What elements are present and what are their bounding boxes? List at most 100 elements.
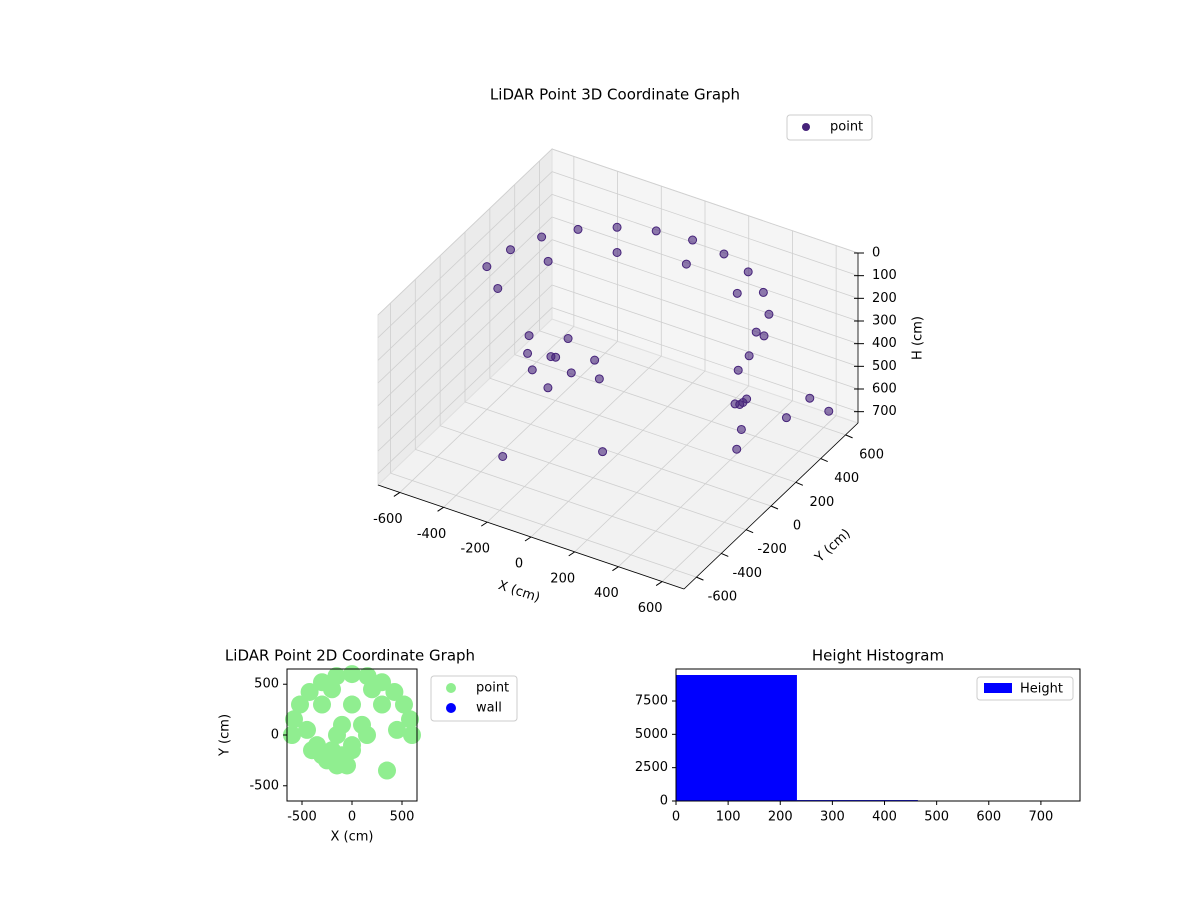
y-axis-label: Y (cm)	[812, 526, 854, 566]
grid-line	[539, 330, 846, 436]
x-tick-label: -500	[287, 810, 317, 825]
point	[598, 447, 608, 457]
y-tick	[820, 458, 828, 463]
grid-line	[551, 239, 859, 345]
x-tick-label: 300	[820, 810, 845, 825]
y-tick-label: 5000	[635, 727, 668, 742]
point	[358, 726, 376, 744]
y-tick-label: 7500	[635, 694, 668, 709]
point	[343, 665, 361, 684]
legend-box	[786, 114, 873, 141]
x-tick-label: 500	[390, 810, 415, 825]
grid-line	[377, 239, 553, 406]
point	[612, 222, 622, 232]
point	[744, 351, 754, 361]
z-tick-label: 600	[872, 382, 897, 397]
legend-box	[976, 676, 1074, 701]
grid-line	[377, 216, 553, 384]
x-tick	[481, 521, 488, 527]
y-tick-label: -200	[757, 542, 787, 557]
x-tick-label: 0	[348, 810, 356, 825]
grid-line	[377, 307, 553, 474]
y-axis-label: Y (cm)	[218, 714, 233, 757]
z-tick-label: 700	[872, 404, 897, 419]
z-tick-label: 300	[872, 314, 897, 329]
plot-frame	[675, 668, 1081, 802]
point	[385, 682, 404, 701]
point	[388, 720, 406, 739]
grid-line	[514, 354, 821, 459]
x-tick-label: 400	[594, 586, 619, 601]
point	[363, 680, 381, 699]
legend-label: wall	[476, 701, 502, 716]
x-tick	[655, 581, 663, 586]
point	[401, 710, 419, 729]
grid-line	[377, 194, 553, 361]
legend-label: Height	[1020, 682, 1063, 697]
point	[303, 741, 321, 760]
point	[373, 695, 391, 714]
y-tick-label: 600	[859, 447, 884, 462]
legend-marker	[984, 683, 1012, 693]
grid-line	[551, 261, 859, 367]
point	[343, 741, 361, 760]
grid-line	[377, 148, 553, 316]
point	[781, 413, 791, 423]
point	[732, 288, 742, 298]
grid-line	[464, 401, 772, 507]
y-tick-label: -500	[249, 778, 279, 793]
point	[758, 287, 768, 297]
grid-line	[390, 472, 697, 578]
y-tick	[845, 434, 853, 439]
legend-marker	[802, 123, 810, 131]
point	[543, 256, 553, 266]
y-tick-label: 200	[809, 495, 834, 510]
x-tick-label: 100	[716, 810, 741, 825]
point	[730, 399, 740, 409]
x-tick-label: -200	[461, 542, 491, 557]
point	[328, 726, 346, 744]
point	[505, 245, 515, 255]
point	[378, 761, 396, 780]
x-tick	[524, 536, 532, 542]
point	[759, 331, 769, 341]
z-axis-label: H (cm)	[911, 316, 926, 360]
grid-line	[440, 425, 747, 531]
point	[651, 226, 661, 236]
legend-label: point	[476, 681, 509, 696]
axis-line	[683, 422, 859, 590]
grid-line	[377, 262, 553, 429]
point	[743, 267, 753, 277]
x-axis-label: X (cm)	[331, 830, 374, 845]
point	[590, 355, 600, 365]
y-tick	[721, 552, 729, 557]
x-axis-label: X (cm)	[496, 578, 542, 606]
y-tick-label: 2500	[635, 760, 668, 775]
x-tick	[393, 492, 401, 497]
grid-line	[415, 449, 722, 554]
point	[524, 331, 534, 341]
point	[298, 720, 316, 739]
grid-line	[551, 307, 859, 413]
point	[751, 327, 761, 337]
y-tick-label: -600	[708, 590, 738, 605]
grid-line	[551, 284, 859, 390]
point	[681, 259, 691, 269]
z-tick-label: 200	[872, 291, 897, 306]
x-tick-label: 400	[872, 810, 897, 825]
grid-line	[551, 171, 859, 277]
grid-line	[377, 171, 553, 338]
point	[291, 695, 309, 714]
point	[764, 309, 774, 319]
x-tick-label: 600	[976, 810, 1001, 825]
point	[543, 383, 553, 393]
chart-title: LiDAR Point 3D Coordinate Graph	[490, 86, 740, 104]
y-tick-label: 0	[793, 519, 801, 534]
point	[573, 224, 583, 234]
point	[313, 695, 331, 714]
point	[395, 695, 413, 714]
x-tick-label: 700	[1028, 810, 1053, 825]
point	[719, 249, 729, 259]
z-tick-label: 0	[872, 246, 880, 261]
x-tick-label: 200	[550, 571, 575, 586]
